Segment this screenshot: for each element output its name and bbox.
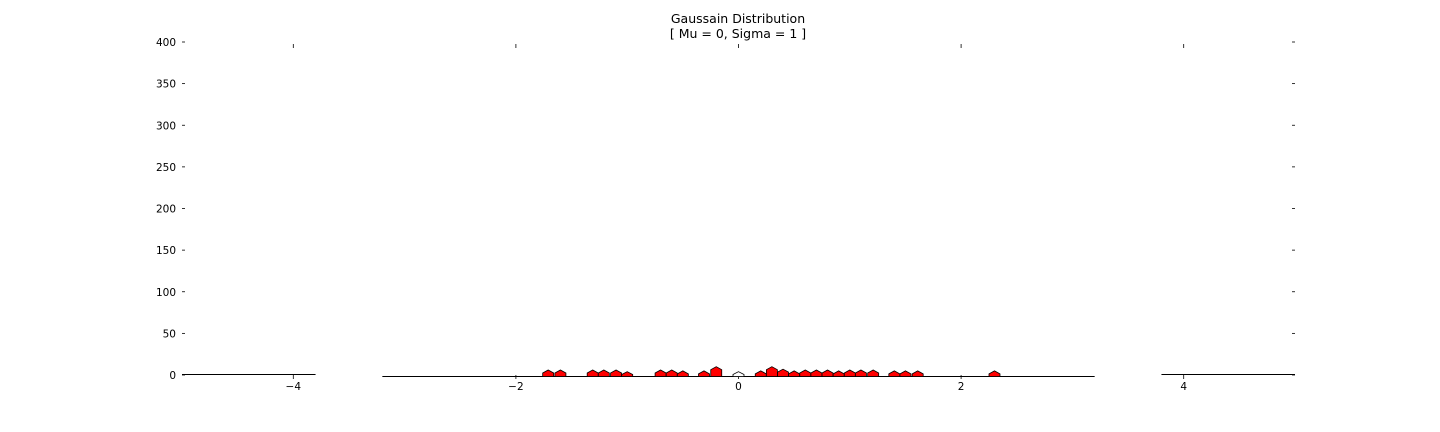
y-tick-label: 0: [169, 370, 176, 382]
histogram-bar: [732, 371, 745, 377]
x-tick-label: −2: [508, 381, 523, 393]
chart-title: Gaussain Distribution: [671, 11, 805, 26]
y-tick-label: 400: [156, 37, 176, 49]
histogram-bar: [654, 369, 667, 377]
histogram-bar: [754, 370, 767, 377]
histogram-bar: [665, 369, 678, 377]
histogram-bar: [843, 369, 856, 377]
x-tick-label: 0: [735, 381, 742, 393]
bars: [542, 366, 1001, 377]
histogram-bar: [899, 370, 912, 377]
histogram-bar: [911, 370, 924, 377]
histogram-bar: [597, 369, 610, 377]
y-tick-label: 50: [163, 328, 176, 340]
y-tick-label: 300: [156, 120, 176, 132]
histogram-bar: [867, 369, 880, 377]
histogram-bar: [765, 366, 778, 377]
histogram-bar: [832, 370, 845, 377]
chart-subtitle: [ Mu = 0, Sigma = 1 ]: [670, 26, 806, 41]
histogram-bar: [610, 369, 622, 377]
histogram-bar: [542, 369, 555, 377]
histogram-bar: [810, 369, 823, 377]
histogram-bar: [788, 370, 801, 377]
histogram-bar: [710, 366, 723, 377]
histogram-bar: [888, 370, 901, 377]
histogram-bar: [698, 370, 710, 377]
y-tick-label: 150: [156, 245, 176, 257]
axes: −4 −2 0 2 4 0 50 100 150 200 250 300 350 400: [156, 37, 1295, 393]
y-tick-label: 350: [156, 79, 176, 91]
x-tick-label: 4: [1180, 381, 1187, 393]
x-tick-label: −4: [286, 381, 302, 393]
histogram-bar: [777, 368, 789, 377]
y-tick-label: 200: [156, 204, 176, 216]
histogram-bar: [676, 370, 689, 377]
histogram-bar: [586, 369, 599, 377]
histogram-bar: [799, 369, 812, 377]
y-tick-label: 250: [156, 162, 176, 174]
histogram-bar: [554, 369, 567, 377]
y-tick-label: 100: [156, 287, 176, 299]
histogram-bar: [621, 371, 634, 377]
histogram-bar: [988, 370, 1001, 377]
x-tick-label: 2: [958, 381, 965, 393]
histogram-bar: [855, 369, 867, 377]
histogram-bar: [821, 369, 834, 377]
